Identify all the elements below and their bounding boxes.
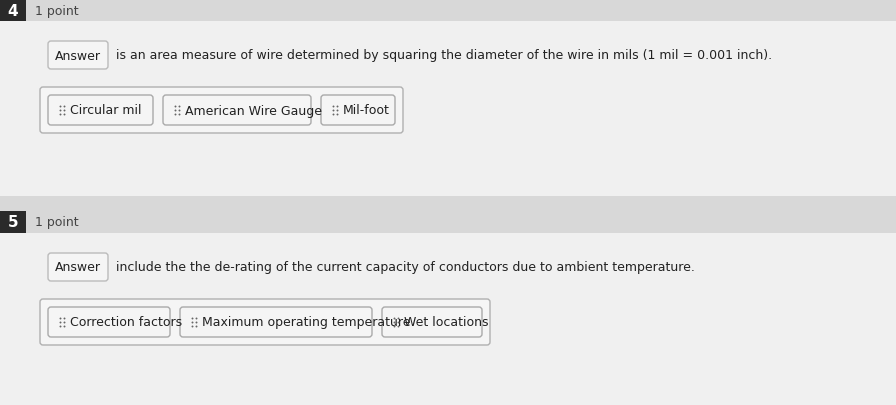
Text: Mil-foot: Mil-foot xyxy=(343,104,390,117)
Text: Answer: Answer xyxy=(55,261,101,274)
Text: 4: 4 xyxy=(8,4,18,19)
Text: Maximum operating temperature: Maximum operating temperature xyxy=(202,316,410,329)
FancyBboxPatch shape xyxy=(48,254,108,281)
Text: include the the de-rating of the current capacity of conductors due to ambient t: include the the de-rating of the current… xyxy=(116,261,695,274)
FancyBboxPatch shape xyxy=(48,96,153,126)
FancyBboxPatch shape xyxy=(48,307,170,337)
Text: Circular mil: Circular mil xyxy=(70,104,142,117)
FancyBboxPatch shape xyxy=(0,233,896,405)
Text: 1 point: 1 point xyxy=(35,216,79,229)
FancyBboxPatch shape xyxy=(163,96,311,126)
Text: American Wire Gauge: American Wire Gauge xyxy=(185,104,322,117)
FancyBboxPatch shape xyxy=(0,22,896,196)
Text: Answer: Answer xyxy=(55,49,101,62)
FancyBboxPatch shape xyxy=(180,307,372,337)
Text: is an area measure of wire determined by squaring the diameter of the wire in mi: is an area measure of wire determined by… xyxy=(116,49,772,62)
FancyBboxPatch shape xyxy=(0,211,26,233)
FancyBboxPatch shape xyxy=(40,88,403,134)
Text: Wet locations: Wet locations xyxy=(404,316,488,329)
FancyBboxPatch shape xyxy=(321,96,395,126)
FancyBboxPatch shape xyxy=(382,307,482,337)
FancyBboxPatch shape xyxy=(40,299,490,345)
FancyBboxPatch shape xyxy=(48,42,108,70)
Text: 5: 5 xyxy=(8,215,18,230)
FancyBboxPatch shape xyxy=(0,0,26,22)
Text: Correction factors: Correction factors xyxy=(70,316,182,329)
Text: 1 point: 1 point xyxy=(35,4,79,17)
